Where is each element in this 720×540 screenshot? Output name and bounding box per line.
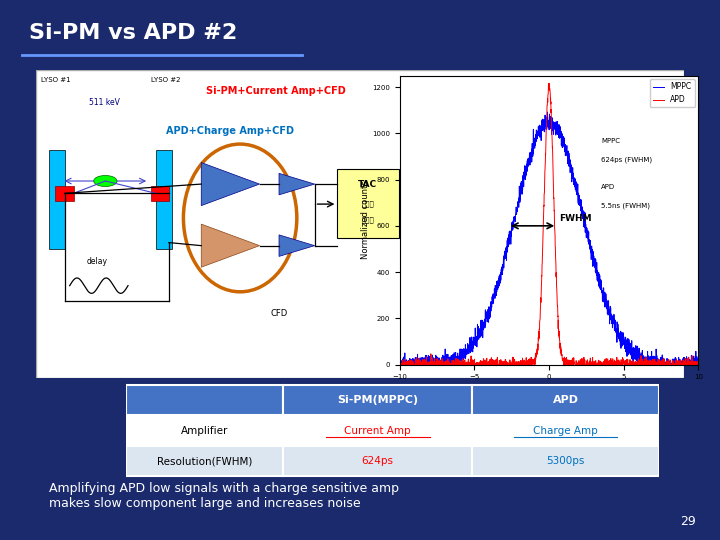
X-axis label: Time [ns]: Time [ns] bbox=[529, 386, 569, 395]
APD bbox=[694, 360, 703, 366]
Text: APD: APD bbox=[552, 395, 579, 404]
Circle shape bbox=[94, 176, 117, 186]
Polygon shape bbox=[202, 163, 259, 206]
Bar bbox=[283, 416, 472, 446]
APD bbox=[533, 127, 541, 134]
Bar bbox=[126, 446, 283, 476]
Bar bbox=[55, 186, 73, 201]
Text: 計測）: 計測） bbox=[361, 216, 374, 222]
MPPC bbox=[395, 360, 404, 366]
Text: Amplifying APD low signals with a charge sensitive amp
makes slow component larg: Amplifying APD low signals with a charge… bbox=[49, 482, 399, 510]
Text: APD: APD bbox=[601, 184, 616, 190]
Y-axis label: Normalized counts: Normalized counts bbox=[361, 181, 371, 259]
Polygon shape bbox=[202, 224, 259, 267]
Bar bbox=[126, 385, 283, 415]
Bar bbox=[283, 385, 472, 415]
Bar bbox=[472, 385, 659, 415]
MPPC bbox=[685, 361, 694, 367]
Bar bbox=[472, 416, 659, 446]
Bar bbox=[151, 186, 169, 201]
Line: MPPC: MPPC bbox=[400, 83, 698, 364]
Text: Si-PM+Current Amp+CFD: Si-PM+Current Amp+CFD bbox=[206, 85, 346, 96]
APD bbox=[541, 126, 549, 132]
MPPC bbox=[395, 361, 404, 368]
Text: APD+Charge Amp+CFD: APD+Charge Amp+CFD bbox=[166, 126, 294, 136]
Text: LYSO #2: LYSO #2 bbox=[151, 77, 180, 83]
Text: Amplifier: Amplifier bbox=[181, 426, 228, 436]
Text: 511 keV: 511 keV bbox=[89, 98, 120, 107]
APD bbox=[631, 349, 639, 356]
Text: Si-PM(MPPC): Si-PM(MPPC) bbox=[337, 395, 418, 404]
Text: Charge Amp: Charge Amp bbox=[534, 426, 598, 436]
Text: Resolution(FWHM): Resolution(FWHM) bbox=[157, 456, 252, 466]
Text: 624ps (FWHM): 624ps (FWHM) bbox=[601, 156, 652, 163]
Bar bbox=[156, 150, 172, 249]
MPPC bbox=[533, 346, 541, 352]
Bar bbox=[49, 150, 65, 249]
Text: LYSO #1: LYSO #1 bbox=[40, 77, 71, 83]
Text: MPPC: MPPC bbox=[601, 138, 621, 144]
APD bbox=[410, 361, 419, 368]
Line: APD: APD bbox=[400, 112, 698, 365]
MPPC bbox=[631, 361, 639, 368]
Text: 5.5ns (FWHM): 5.5ns (FWHM) bbox=[601, 202, 650, 209]
MPPC bbox=[545, 80, 554, 86]
Text: Si-PM vs APD #2: Si-PM vs APD #2 bbox=[29, 23, 237, 43]
Text: Current Amp: Current Amp bbox=[344, 426, 411, 436]
Text: delay: delay bbox=[87, 257, 108, 266]
Text: （時間: （時間 bbox=[361, 201, 374, 207]
MPPC bbox=[541, 166, 549, 173]
APD bbox=[543, 109, 552, 115]
Text: 29: 29 bbox=[680, 515, 696, 528]
Text: 5300ps: 5300ps bbox=[546, 456, 585, 466]
MPPC bbox=[410, 361, 419, 368]
APD bbox=[685, 361, 694, 368]
APD bbox=[395, 361, 404, 368]
MPPC bbox=[685, 361, 694, 368]
APD bbox=[685, 356, 694, 362]
Text: CFD: CFD bbox=[271, 309, 287, 319]
Polygon shape bbox=[279, 173, 315, 195]
Bar bbox=[126, 416, 283, 446]
Bar bbox=[283, 446, 472, 476]
Text: FWHM: FWHM bbox=[559, 214, 591, 223]
MPPC bbox=[694, 361, 703, 368]
Polygon shape bbox=[279, 235, 315, 256]
Bar bbox=[337, 168, 399, 238]
Legend: MPPC, APD: MPPC, APD bbox=[649, 79, 695, 107]
Bar bbox=[472, 446, 659, 476]
Text: 624ps: 624ps bbox=[361, 456, 394, 466]
Text: TAC: TAC bbox=[359, 180, 377, 189]
